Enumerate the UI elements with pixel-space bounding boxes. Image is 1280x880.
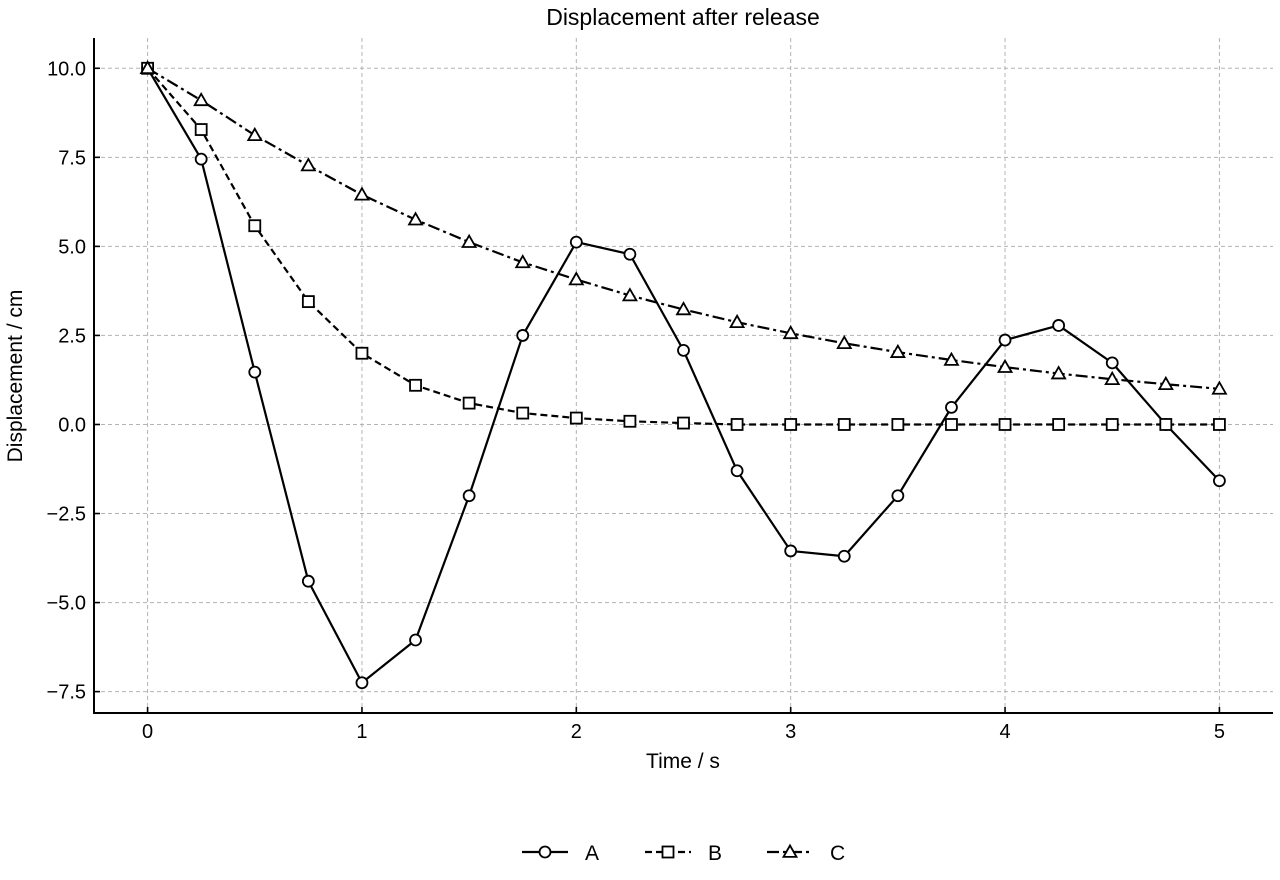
y-tick-label: −7.5	[47, 682, 86, 704]
series-A	[141, 61, 1226, 690]
data-point-A	[998, 333, 1012, 347]
data-point-B	[837, 418, 851, 431]
series-B	[141, 61, 1226, 431]
data-point-B	[730, 418, 744, 431]
data-point-B	[301, 295, 315, 308]
data-point-C	[996, 358, 1014, 373]
data-point-B	[516, 406, 530, 420]
data-point-A	[623, 247, 637, 261]
y-ticks: 10.0 7.5 5.0 2.5 0.0 −2.5 −5.0 −7.5	[47, 58, 100, 704]
data-point-C	[407, 211, 424, 226]
legend-marker-C	[781, 843, 799, 858]
data-point-C	[139, 59, 156, 75]
x-tick-label: 0	[142, 721, 153, 743]
data-point-A	[194, 152, 208, 166]
y-tick-label: 0.0	[58, 414, 86, 436]
x-tick-label: 1	[356, 721, 367, 743]
y-tick-label: −2.5	[47, 504, 86, 526]
data-point-C	[246, 126, 263, 142]
legend-entry-C: C	[767, 842, 845, 865]
x-tick-label: 3	[785, 721, 796, 743]
y-tick-label: 2.5	[58, 325, 86, 347]
data-point-A	[677, 343, 690, 357]
data-point-C	[836, 334, 853, 350]
x-ticks: 0 1 2 3 4 5	[142, 707, 1225, 743]
grid	[94, 38, 1273, 713]
data-point-A	[569, 235, 583, 249]
data-point-B	[462, 396, 476, 410]
x-tick-label: 4	[999, 721, 1010, 743]
data-point-C	[782, 324, 799, 340]
x-tick-label: 2	[571, 721, 582, 743]
axes	[93, 38, 1273, 714]
legend-marker-A	[538, 845, 552, 859]
y-tick-label: 7.5	[58, 147, 86, 169]
data-point-B	[355, 346, 369, 360]
legend-label-B: B	[708, 842, 722, 865]
data-point-B	[1159, 418, 1173, 431]
data-point-B	[569, 411, 583, 425]
data-point-C	[514, 254, 531, 269]
legend: A B C	[522, 842, 845, 865]
data-point-A	[516, 329, 530, 342]
data-point-A	[355, 676, 369, 690]
y-axis-label: Displacement / cm	[4, 290, 27, 463]
legend-entry-B: B	[645, 842, 722, 865]
data-point-A	[462, 489, 476, 503]
data-point-A	[891, 489, 905, 503]
data-point-A	[1213, 474, 1226, 488]
legend-entry-A: A	[522, 842, 599, 865]
data-point-C	[1104, 370, 1121, 386]
data-point-C	[568, 271, 585, 286]
data-point-A	[301, 574, 315, 588]
data-point-A	[1105, 356, 1119, 370]
y-tick-label: −5.0	[47, 593, 86, 615]
data-point-A	[248, 365, 262, 379]
data-point-B	[409, 378, 422, 392]
data-point-C	[943, 351, 960, 366]
data-point-A	[409, 633, 422, 647]
data-point-B	[945, 418, 958, 431]
chart-title: Displacement after release	[546, 4, 820, 30]
series-C	[139, 59, 1228, 395]
data-point-A	[784, 544, 798, 558]
data-point-A	[837, 549, 851, 563]
x-tick-label: 5	[1214, 721, 1225, 743]
data-point-C	[461, 233, 478, 248]
data-point-B	[248, 219, 262, 233]
data-point-C	[1157, 375, 1174, 391]
data-point-B	[891, 418, 905, 431]
data-point-B	[1052, 418, 1066, 431]
data-point-C	[675, 301, 692, 316]
data-point-B	[1213, 418, 1226, 431]
y-tick-label: 10.0	[47, 58, 86, 80]
legend-label-C: C	[830, 842, 845, 865]
series-layer	[139, 59, 1228, 690]
data-point-B	[677, 416, 690, 430]
data-point-A	[945, 400, 958, 414]
data-point-A	[1052, 319, 1066, 332]
data-point-B	[998, 418, 1012, 431]
data-point-B	[194, 123, 208, 136]
x-axis-label: Time / s	[646, 750, 720, 773]
data-point-C	[889, 343, 906, 358]
data-point-B	[1105, 418, 1119, 431]
data-point-C	[300, 157, 317, 172]
data-point-C	[1050, 365, 1067, 380]
data-point-C	[729, 313, 746, 329]
data-point-A	[730, 464, 744, 478]
series-line-C	[147, 67, 1220, 390]
data-point-B	[784, 418, 798, 431]
data-point-C	[353, 186, 371, 201]
legend-marker-B	[661, 845, 675, 859]
data-point-C	[193, 92, 210, 107]
y-tick-label: 5.0	[58, 236, 86, 258]
data-point-B	[623, 414, 637, 428]
legend-label-A: A	[585, 842, 599, 865]
data-point-C	[1211, 380, 1228, 395]
data-point-C	[621, 287, 638, 302]
